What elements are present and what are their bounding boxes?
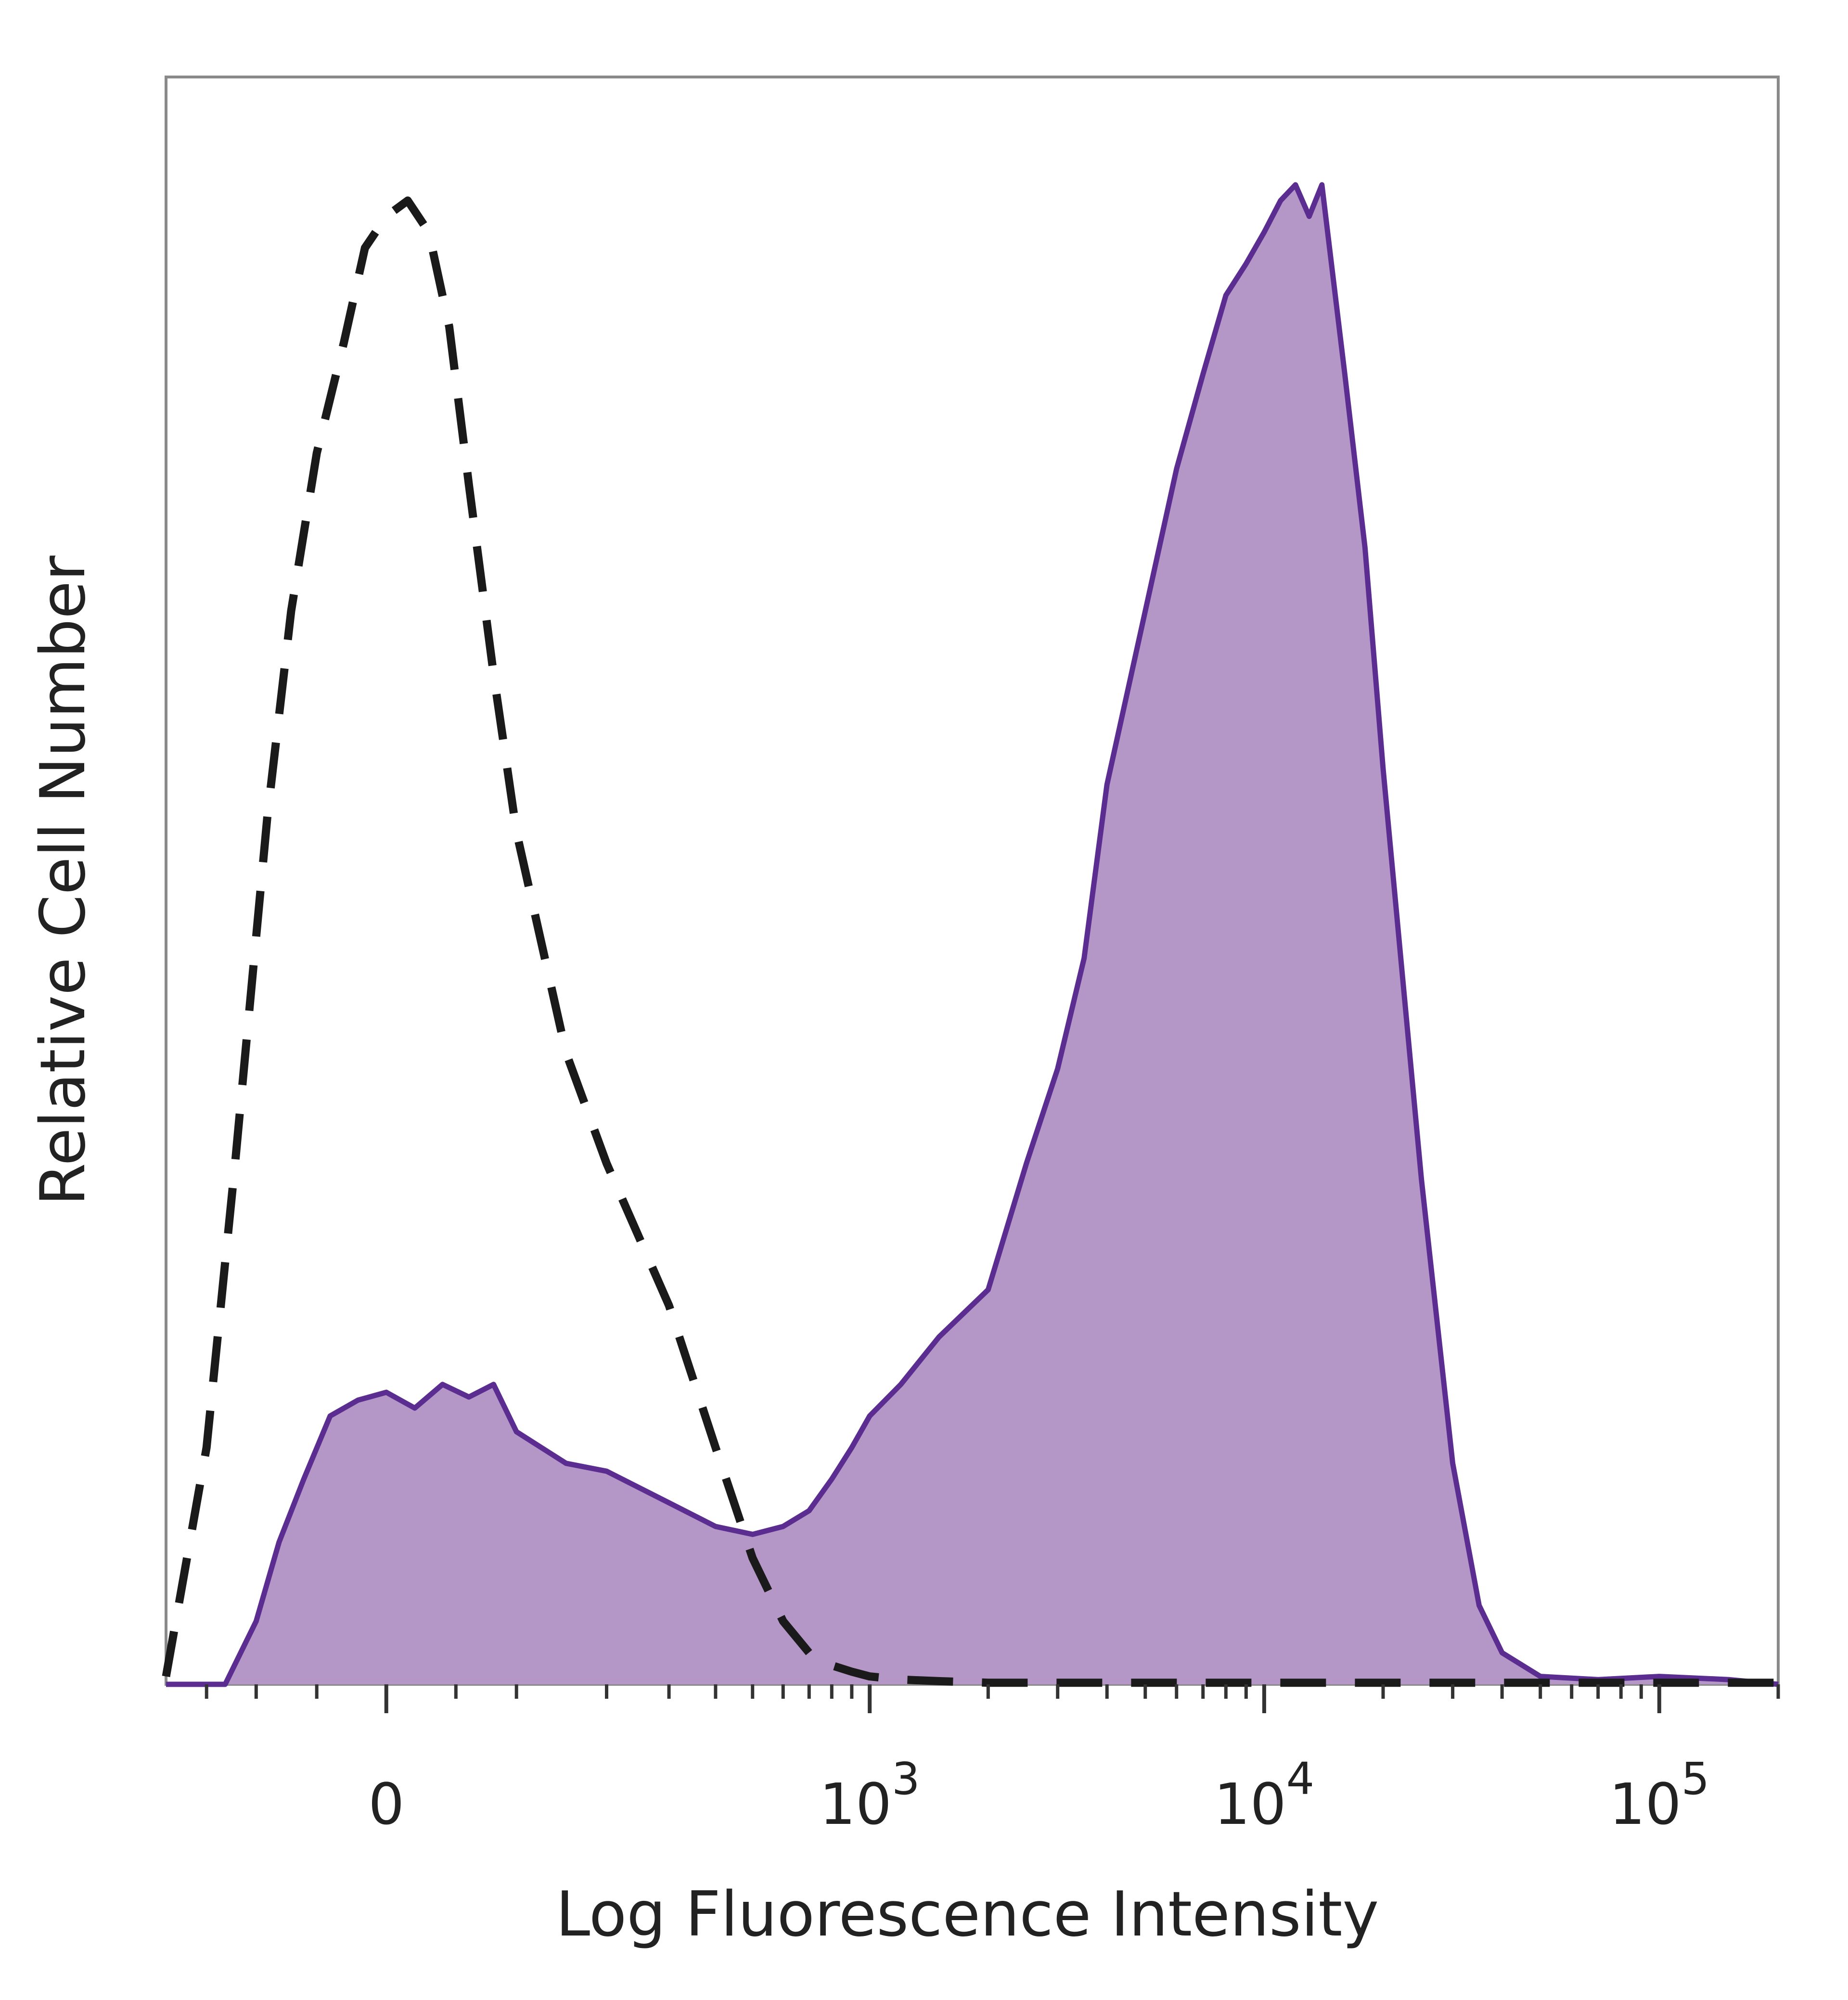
x-axis-label: Log Fluorescence Intensity	[556, 1879, 1379, 1950]
y-axis-label: Relative Cell Number	[27, 555, 99, 1205]
x-tick-label: 105	[1609, 1753, 1710, 1837]
control-histogram-dashed	[162, 196, 1778, 1687]
filled-histogram-outline	[166, 182, 1779, 1687]
x-tick-label: 103	[820, 1753, 920, 1837]
x-tick-marks	[205, 1684, 1780, 1713]
filled-histogram-area	[166, 185, 1778, 1684]
x-tick-label: 104	[1214, 1753, 1315, 1837]
x-tick-label: 0	[368, 1771, 404, 1837]
x-tick-labels: 0 103 104 105	[368, 1753, 1709, 1837]
series-layer	[162, 182, 1779, 1687]
